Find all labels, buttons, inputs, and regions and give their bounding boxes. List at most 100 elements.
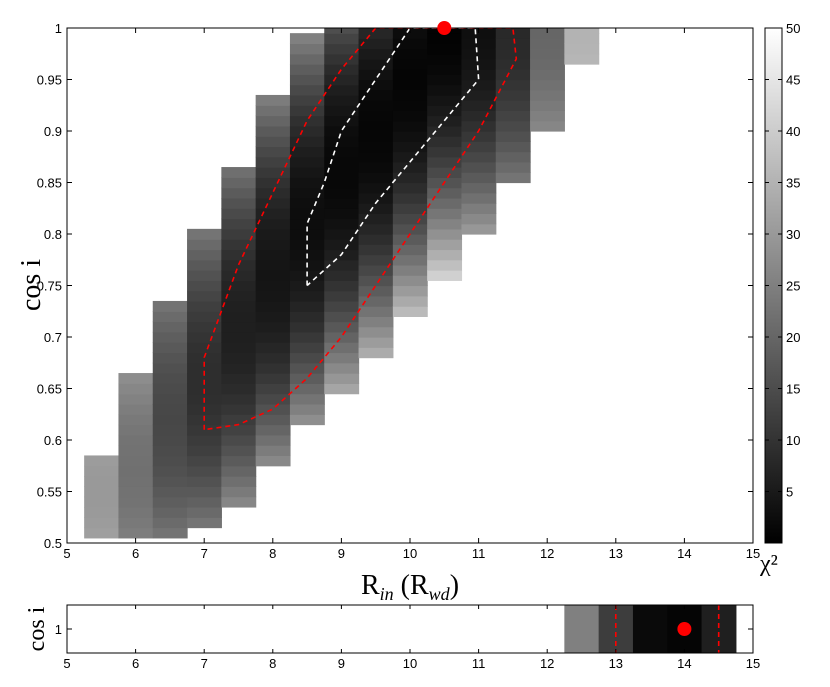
heatmap-cell [495,38,531,50]
heatmap-cell [427,218,463,230]
heatmap-cell [392,100,428,111]
heatmap-cell [358,275,394,287]
heatmap-cell [118,476,154,487]
heatmap-cell [84,455,120,467]
heatmap-cell [324,64,360,75]
heatmap-cell [255,290,291,302]
heatmap-cell [427,64,463,75]
heatmap-cell [427,156,463,168]
heatmap-cell [564,53,600,65]
heatmap-cell [324,84,360,96]
heatmap-cell [427,270,463,281]
heatmap-cell [289,311,325,323]
heatmap-cell [495,110,531,122]
confidence-contours [203,28,518,431]
heatmap-cell [255,228,291,240]
heatmap-cell [221,208,257,220]
best-fit-marker [437,21,452,35]
strip-cells [564,605,737,653]
heatmap-cell [289,393,325,405]
heatmap-cell [255,146,291,158]
heatmap-cell [427,53,463,65]
heatmap-cell [530,48,565,60]
heatmap-cell [324,146,360,158]
heatmap-cell [392,203,428,214]
heatmap-cell [289,146,325,158]
heatmap-cell [187,496,222,508]
heatmap-cell [289,64,325,75]
heatmap-cell [358,203,394,214]
heatmap-cell [289,352,325,364]
best-fit-marker-group [437,21,452,35]
heatmap-cell [187,455,222,467]
x-tick-label: 7 [201,546,208,561]
heatmap-cell [495,131,531,142]
heatmap-cell [187,424,222,436]
colorbar-ticks: 5 10 15 20 25 30 35 40 45 50 [765,21,800,500]
heatmap-cell [152,486,188,498]
heatmap-cell [221,465,257,477]
heatmap-cell [221,311,257,323]
colorbar-tick-label: 50 [786,21,800,36]
heatmap-cell [461,48,497,60]
heatmap-cell [358,192,394,204]
heatmap-cell [427,84,463,96]
heatmap-cell [289,218,325,230]
heatmap-cell [84,476,120,487]
heatmap-cell [187,506,222,518]
strip-x-tick-label: 8 [269,656,276,671]
heatmap-cell [221,393,257,405]
heatmap-cell [255,125,291,137]
x-tick-label: 5 [63,546,70,561]
heatmap-cell [255,156,291,168]
heatmap-cell [358,347,394,359]
strip-x-tick-label: 10 [403,656,417,671]
heatmap-cell [358,306,394,317]
heatmap-cell [187,239,222,251]
heatmap-cell [358,254,394,266]
heatmap-cell [461,131,497,142]
strip-x-tick-label: 14 [677,656,691,671]
y-tick-label: 0.95 [37,73,62,88]
y-tick-label: 0.85 [37,176,62,191]
heatmap-cell [427,43,463,55]
heatmap-cell [392,264,428,276]
heatmap-cell [358,234,394,245]
heatmap-cell [152,403,188,415]
heatmap-cell [221,270,257,281]
heatmap-cell [324,125,360,137]
heatmap-cell [392,172,428,184]
strip-y-tick-label: 1 [55,622,62,637]
heatmap-cell [289,94,325,106]
heatmap-cell [324,362,360,374]
heatmap-cell [358,316,394,328]
heatmap-cell [461,151,497,163]
heatmap-cell [255,342,291,354]
heatmap-cell [461,28,497,39]
heatmap-cell [221,331,257,343]
heatmap-cell [324,156,360,168]
heatmap-cell [187,311,222,323]
heatmap-cell [564,43,600,55]
heatmap-cell [187,321,222,333]
colorbar-tick-label: 15 [786,382,800,397]
heatmap-cell [461,161,497,173]
heatmap-cell [118,393,154,405]
heatmap-cell [392,110,428,122]
heatmap-cell [221,290,257,302]
heatmap-cell [221,228,257,240]
heatmap-cell [358,69,394,81]
heatmap-cell [187,228,222,240]
heatmap-cell [221,486,257,498]
heatmap-cell [358,244,394,256]
heatmap-cell [427,146,463,158]
heatmap-cell [255,373,291,384]
heatmap-cell [427,259,463,271]
heatmap-cell [324,342,360,354]
heatmap-cells [84,28,600,539]
heatmap-cell [289,197,325,209]
heatmap-cell [84,486,120,498]
heatmap-cell [84,465,120,477]
heatmap-cell [495,120,531,132]
heatmap-cell [358,172,394,184]
